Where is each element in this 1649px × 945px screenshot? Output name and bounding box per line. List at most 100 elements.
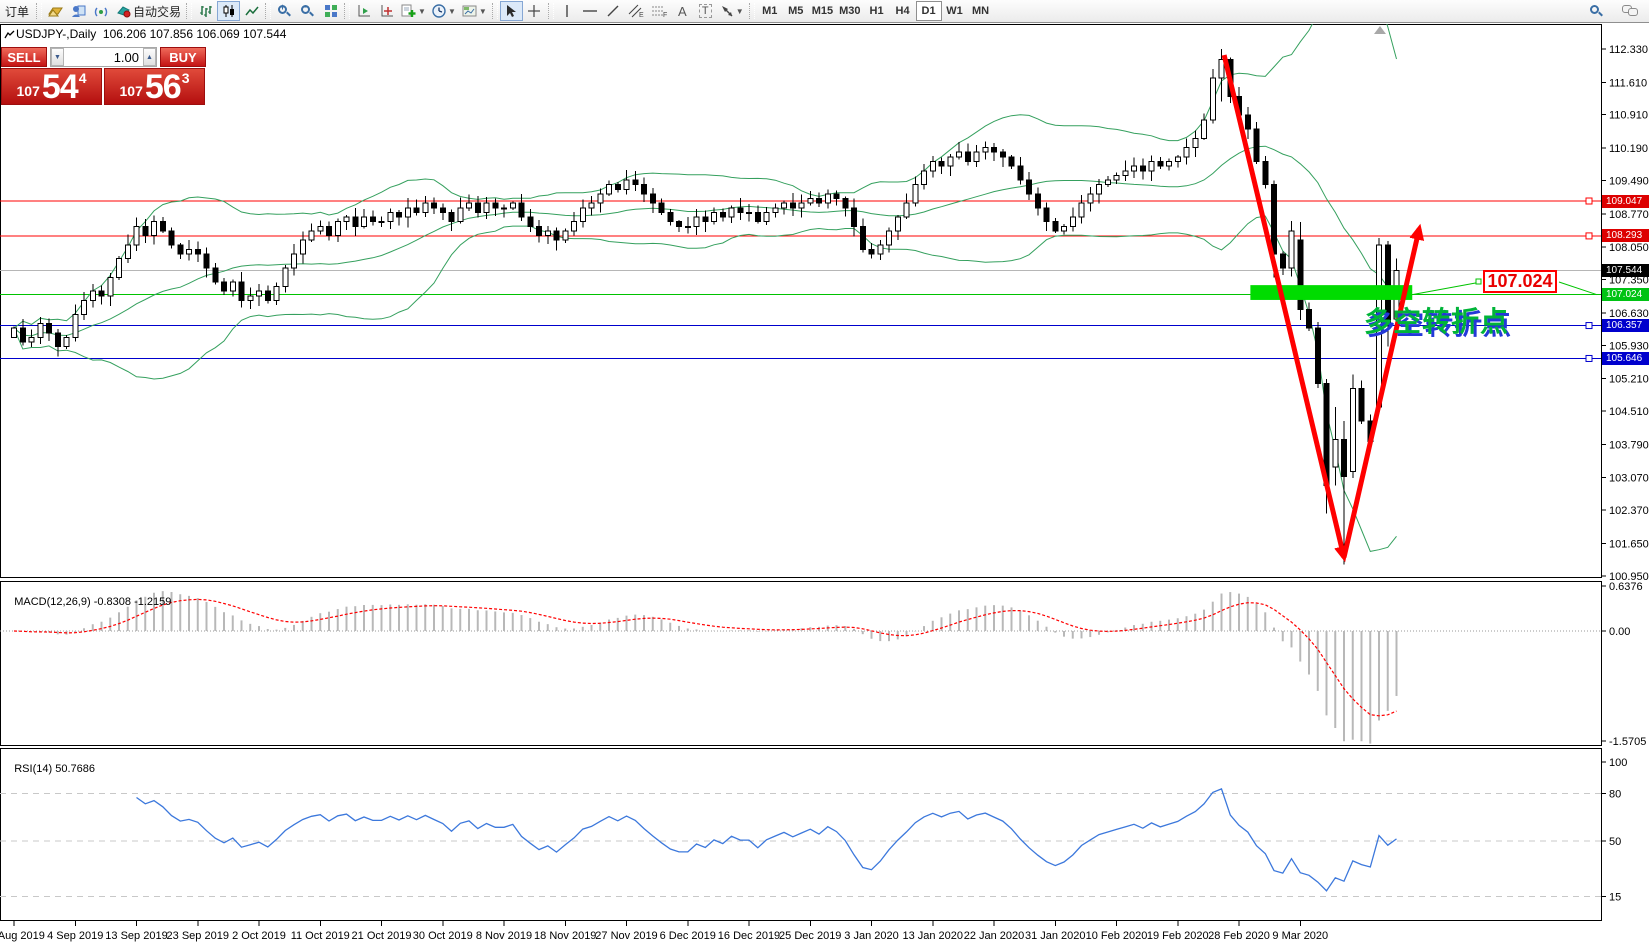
candle-body [81,299,87,315]
candle-body [221,281,227,292]
date-axis-label: 28 Feb 2020 [1208,930,1270,942]
dropdown-caret-icon: ▼ [735,6,744,16]
volume-increase-button[interactable]: ▲ [143,48,156,66]
text-tool-icon[interactable]: A [671,1,694,21]
text-label-tool-icon[interactable]: T [694,1,717,21]
candle-body [842,198,849,209]
turning-point-annotation[interactable]: 多空转折点 [1364,306,1510,337]
rsi-axis-label: 80 [1609,789,1621,801]
timeframe-button-W1[interactable]: W1 [942,1,968,21]
buy-button[interactable]: BUY [160,47,206,67]
candle-body [938,161,945,167]
candle-body [833,193,840,200]
sell-price-box[interactable]: 107 54 4 [1,68,102,105]
periods-clock-icon[interactable]: ▼ [429,1,459,21]
toolbar-grip[interactable] [265,3,272,19]
candle-body [737,207,744,213]
buy-price-box[interactable]: 107 56 3 [104,68,205,105]
price-axis-label: 105.930 [1609,340,1649,352]
search-icon[interactable] [1585,1,1608,21]
candle-body [1358,387,1365,422]
chart-shift-marker-icon[interactable] [1374,26,1386,34]
candle-body [413,207,420,213]
toolbar-grip[interactable] [491,3,498,19]
support-zone-rectangle[interactable] [1250,285,1413,300]
timeframe-button-H1[interactable]: H1 [864,1,890,21]
candle-body [457,207,464,223]
strategy-test-forward-icon[interactable] [352,1,375,21]
timeframe-button-M5[interactable]: M5 [783,1,809,21]
candle-body [203,253,210,269]
timeframe-button-MN[interactable]: MN [968,1,994,21]
toolbar-grip[interactable] [547,3,554,19]
volume-decrease-button[interactable]: ▼ [51,48,64,66]
candle-body [1034,193,1041,209]
candle-body [369,216,376,223]
trend-arrow-down[interactable] [1221,54,1349,563]
templates-icon[interactable]: ▼ [459,1,490,21]
date-axis-label: 26 Aug 2019 [0,930,45,942]
profile-icon[interactable] [67,1,90,21]
candlestick-chart-type-icon[interactable] [217,1,241,21]
macd-axis-label: 0.6376 [1609,581,1643,593]
hline-anchor[interactable] [1585,197,1593,205]
candle-body [116,258,122,278]
date-axis-label: 11 Oct 2019 [291,930,350,942]
zoom-in-icon[interactable]: + [273,1,296,21]
date-axis-label: 8 Nov 2019 [476,930,532,942]
date-axis-label: 2 Oct 2019 [232,930,286,942]
new-chart-icon[interactable]: ▼ [398,1,429,21]
sell-button[interactable]: SELL [1,47,47,67]
equidistant-channel-tool-icon[interactable]: E [625,1,648,21]
candle-body [527,216,534,227]
fibonacci-tool-icon[interactable]: F [648,1,671,21]
crosshair-tool-icon[interactable] [523,1,546,21]
hline-anchor[interactable] [1585,354,1593,362]
candle-body [1087,193,1094,204]
trend-arrow-up[interactable] [1341,223,1425,558]
candle-body [72,313,79,338]
toolbar-grip[interactable] [344,3,351,19]
line-chart-type-icon[interactable] [240,1,263,21]
timeframe-button-D1[interactable]: D1 [915,1,942,21]
horizontal-line-tool-icon[interactable] [579,1,602,21]
candle-body [177,244,184,255]
candle-body [903,202,910,218]
candle-body [291,253,297,269]
timeframe-button-M15[interactable]: M15 [809,1,836,21]
bar-chart-type-icon[interactable] [194,1,217,21]
arrows-objects-icon[interactable]: ▼ [717,1,747,21]
tile-windows-icon[interactable] [319,1,342,21]
zoom-out-icon[interactable]: − [296,1,319,21]
toolbar-grip[interactable] [36,3,43,19]
candle-body [247,295,254,301]
hline-anchor[interactable] [1585,322,1593,330]
timeframe-button-H4[interactable]: H4 [890,1,916,21]
volume-value[interactable]: 1.00 [113,50,139,65]
vertical-line-tool-icon[interactable] [556,1,579,21]
cursor-tool-icon[interactable] [499,1,523,21]
price-callout-box[interactable]: 107.024 [1483,270,1557,293]
metaeditor-icon[interactable] [44,1,67,21]
hline-anchor[interactable] [1585,232,1593,240]
toolbar-grip[interactable] [748,3,755,19]
timeframe-button-M30[interactable]: M30 [836,1,863,21]
candle-body [28,336,35,343]
trendline-tool-icon[interactable] [602,1,625,21]
chat-icon[interactable] [1618,1,1641,21]
toolbar-grip[interactable] [186,3,193,19]
timeframe-button-M1[interactable]: M1 [757,1,783,21]
auto-trading-button[interactable]: 自动交易 [113,1,184,21]
candle-body [256,290,262,297]
candle-body [142,225,149,237]
callout-anchor[interactable] [1475,278,1482,285]
candle-body [124,244,131,260]
candle-body [1332,438,1339,468]
new-order-button[interactable]: 订单 [0,1,34,21]
signal-broadcast-icon[interactable] [90,1,113,21]
main-toolbar: 订单 自动交易 + − [0,0,1649,23]
candle-body [606,184,612,195]
strategy-test-pause-icon[interactable] [375,1,398,21]
